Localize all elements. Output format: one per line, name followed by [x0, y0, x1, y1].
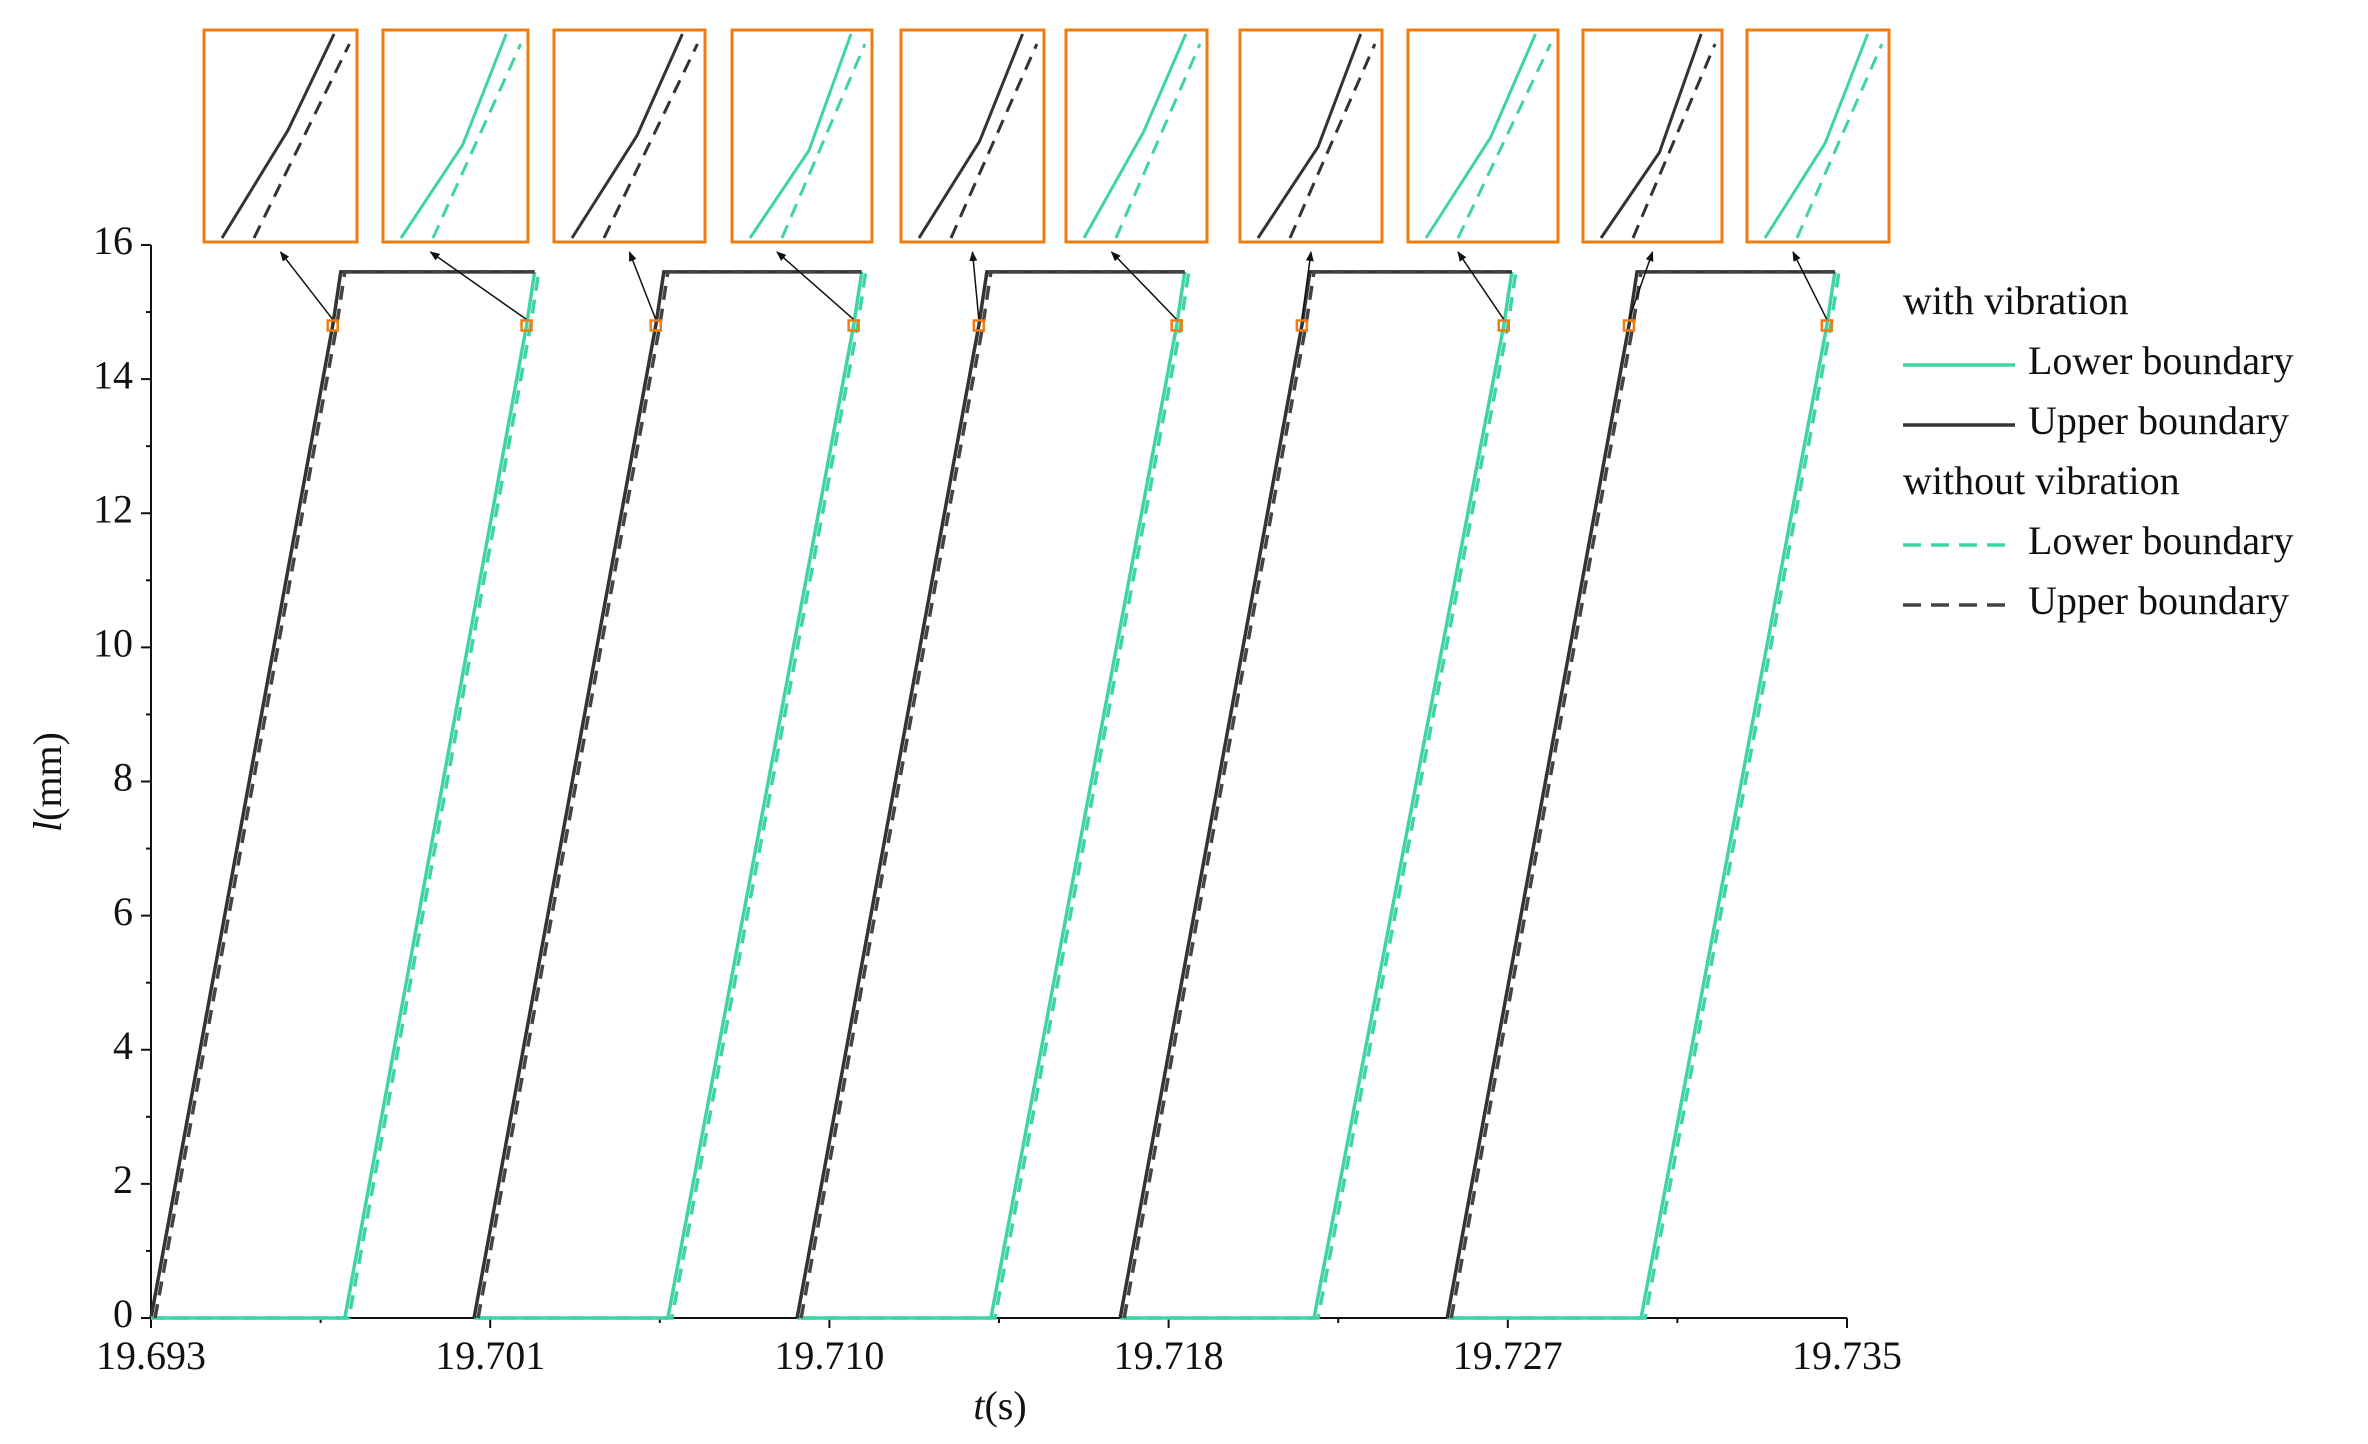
zoom-marker — [1295, 319, 1309, 332]
inset-box — [1406, 28, 1560, 244]
y-tick-label: 12 — [93, 486, 133, 531]
inset-dashed — [1114, 43, 1202, 239]
inset-dashed — [1456, 43, 1552, 239]
inset-solid — [399, 33, 508, 239]
x-symbol: t — [973, 1383, 985, 1428]
inset-box — [1745, 28, 1891, 244]
y-tick-label: 8 — [113, 755, 133, 800]
x-tick-label: 19.693 — [96, 1333, 206, 1378]
zoom-marker — [326, 319, 339, 332]
inset-dashed — [602, 43, 699, 239]
y-unit: (mm) — [25, 732, 70, 821]
zoom-marker — [1170, 319, 1183, 332]
x-unit: (s) — [984, 1383, 1026, 1428]
inset-solid — [917, 33, 1024, 239]
x-tick-label: 19.701 — [435, 1333, 545, 1378]
inset-box — [1581, 28, 1724, 244]
zoom-arrow — [1792, 251, 1828, 320]
zoom-arrow — [969, 251, 980, 320]
zoom-marker — [1820, 319, 1834, 332]
legend-label: Upper boundary — [2028, 578, 2289, 623]
y-tick-label: 16 — [93, 218, 133, 263]
inset-solid — [1424, 33, 1537, 239]
y-symbol: l — [25, 821, 70, 832]
inset-dashed — [780, 43, 867, 239]
series-line — [149, 270, 1835, 1319]
inset-box — [1064, 28, 1209, 244]
inset-dashed — [1288, 43, 1377, 239]
series-line — [151, 271, 1841, 1320]
y-tick-label: 10 — [93, 621, 133, 666]
x-tick-label: 19.735 — [1792, 1333, 1902, 1378]
zoom-arrow — [1110, 251, 1178, 320]
inset-box — [202, 28, 359, 244]
zoom-marker — [649, 319, 663, 332]
inset-box — [899, 28, 1046, 244]
zoom-arrow — [279, 251, 334, 320]
x-tick-label: 19.727 — [1453, 1333, 1563, 1378]
inset-solid — [220, 33, 336, 239]
zoom-arrow — [776, 251, 855, 321]
inset-dashed — [252, 43, 351, 239]
series-line — [153, 270, 1835, 1319]
inset-box — [552, 28, 707, 244]
legend-label: Lower boundary — [2028, 338, 2293, 383]
y-axis-label: l(mm) — [25, 732, 70, 832]
x-tick-label: 19.710 — [774, 1333, 884, 1378]
inset-dashed — [1795, 43, 1884, 239]
zoom-arrow — [1457, 251, 1505, 320]
x-axis-label: t(s) — [973, 1383, 1026, 1428]
zoom-marker — [1497, 319, 1511, 332]
y-tick-label: 4 — [113, 1023, 133, 1068]
zoom-marker — [520, 319, 533, 332]
legend-label: Lower boundary — [2028, 518, 2293, 563]
y-tick-label: 0 — [113, 1291, 133, 1336]
zoom-marker — [972, 319, 986, 332]
inset-box — [381, 28, 530, 244]
x-tick-label: 19.718 — [1114, 1333, 1224, 1378]
inset-solid — [1082, 33, 1188, 239]
inset-dashed — [431, 43, 523, 239]
inset-solid — [1599, 33, 1703, 239]
legend-group-title: with vibration — [1903, 278, 2129, 323]
y-tick-label: 2 — [113, 1157, 133, 1202]
y-tick-label: 6 — [113, 889, 133, 934]
zoom-marker — [1622, 319, 1636, 332]
zoom-arrow — [1628, 251, 1654, 320]
zoom-arrow — [1301, 251, 1314, 320]
inset-solid — [570, 33, 684, 239]
zoom-arrow — [628, 251, 657, 320]
legend-group-title: without vibration — [1903, 458, 2180, 503]
inset-box — [730, 28, 874, 244]
series-line — [151, 271, 1837, 1320]
legend-label: Upper boundary — [2028, 398, 2289, 443]
inset-dashed — [949, 43, 1039, 239]
inset-solid — [748, 33, 853, 239]
y-tick-label: 14 — [93, 352, 133, 397]
inset-solid — [1763, 33, 1870, 239]
zoom-marker — [847, 319, 860, 332]
inset-dashed — [1631, 43, 1717, 239]
inset-solid — [1256, 33, 1363, 239]
zoom-arrow — [429, 251, 527, 321]
inset-box — [1238, 28, 1384, 244]
